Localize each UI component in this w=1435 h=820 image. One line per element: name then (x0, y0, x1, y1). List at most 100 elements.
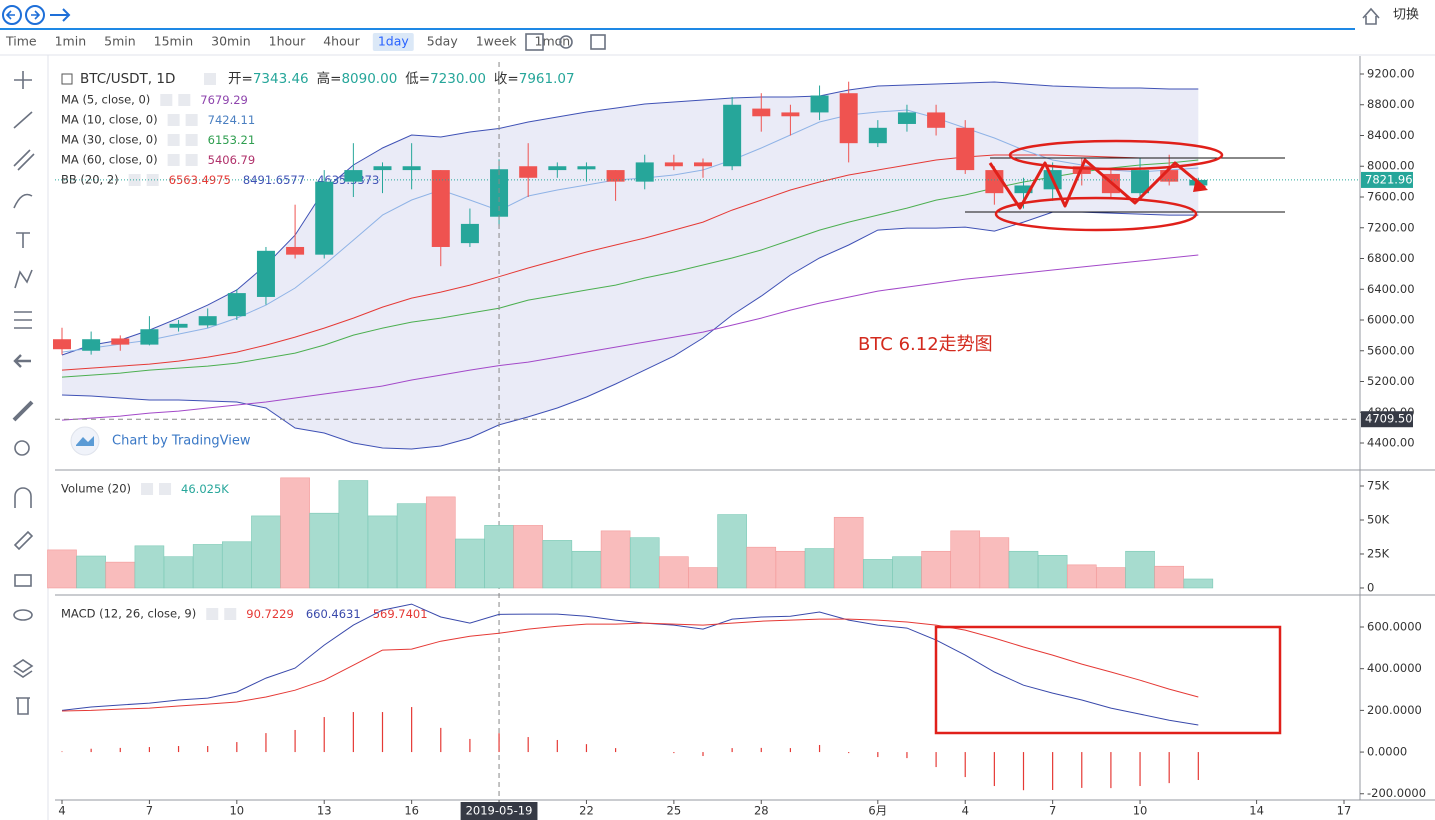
legend-icon (160, 94, 173, 106)
forward-button[interactable] (25, 5, 45, 25)
y-tick-label: 200.0000 (1367, 703, 1422, 717)
layers-tool[interactable] (12, 659, 34, 678)
lock-drawing-tool[interactable] (13, 530, 34, 551)
delete-tool[interactable] (16, 697, 30, 715)
go-arrow[interactable] (50, 8, 71, 22)
pattern-tool[interactable] (14, 269, 33, 289)
forward-arrow (31, 10, 41, 20)
brush-tool[interactable] (13, 193, 33, 209)
back-arrow (5, 10, 15, 20)
interval-button[interactable]: 5min (104, 34, 136, 49)
candle-body (1160, 170, 1179, 182)
legend-icon (167, 114, 180, 126)
x-tick-label: 6月 (868, 804, 887, 818)
legend-icon (185, 154, 198, 166)
indicator-button[interactable] (525, 33, 544, 51)
interval-button[interactable]: 1min (55, 34, 87, 49)
interval-button[interactable]: 1week (476, 34, 518, 49)
legend-values: 46.025K (181, 482, 229, 496)
trendline-tool[interactable] (13, 111, 33, 129)
volume-bar (775, 550, 806, 589)
y-tick-label: 8400.00 (1367, 128, 1415, 142)
candle-body (752, 108, 771, 117)
ruler-tool[interactable] (12, 400, 34, 422)
text-tool[interactable] (16, 232, 30, 248)
interval-button[interactable]: 5day (427, 34, 459, 49)
interval-button[interactable]: Time (5, 34, 37, 49)
x-tick-label: 4 (58, 804, 65, 818)
candle-body (519, 166, 538, 178)
x-tick-label: 16 (404, 804, 419, 818)
readout-name: 开= (228, 71, 253, 87)
band-line (61, 81, 1199, 356)
fib-tool[interactable] (14, 311, 32, 329)
legend-value: 8491.6577 (243, 173, 305, 187)
candle-body (606, 170, 625, 182)
switch-button[interactable]: 切换 (1393, 8, 1419, 23)
legend-name: MA (10, close, 0) (61, 113, 158, 127)
candle-body (781, 112, 800, 117)
interval-button[interactable]: 1day (378, 34, 410, 49)
volume-bar (921, 550, 951, 589)
y-tick-label: 5600.00 (1367, 343, 1415, 357)
volume-bar (76, 555, 106, 589)
macd-line (61, 618, 1199, 712)
crosshair-tool[interactable] (14, 71, 32, 89)
y-tick-label: 6400.00 (1367, 282, 1415, 296)
candle-body (344, 170, 363, 182)
interval-button[interactable]: 30min (211, 34, 250, 49)
interval-button[interactable]: 1hour (269, 34, 306, 49)
lock-tool[interactable] (14, 574, 32, 587)
volume-bar (309, 512, 340, 589)
drawn-rectangle (934, 625, 1282, 735)
drawn-ellipse (994, 196, 1198, 232)
legend-name: BB (20, 2) (61, 173, 119, 187)
volume-bar (746, 546, 777, 589)
last-price-label: 7821.96 (1365, 172, 1413, 186)
screenshot-button[interactable] (590, 34, 606, 50)
volume-bar (659, 556, 689, 589)
x-tick-label: 28 (754, 804, 769, 818)
magnet-tool[interactable] (14, 487, 32, 508)
moving-average (61, 159, 1199, 378)
plot-area: 4400.004800.005200.005600.006000.006400.… (47, 62, 1426, 820)
channel-tool[interactable] (13, 149, 35, 171)
volume-bar (47, 549, 77, 589)
candle-body (431, 170, 450, 247)
volume-bar (396, 503, 427, 589)
home-icon[interactable] (1362, 7, 1380, 25)
volume-bar (600, 530, 631, 589)
interval-bar: Time 1min 5min 15min 30min 1hour 4hour 1day 5day… (5, 33, 570, 51)
back-tool[interactable] (13, 354, 31, 368)
candle-body (402, 166, 421, 171)
visibility-tool[interactable] (13, 609, 33, 621)
candle-body (664, 162, 683, 167)
legend-value: 7424.11 (208, 113, 256, 127)
candle-body (227, 293, 246, 317)
macd-line (61, 603, 1199, 726)
volume-bar (513, 525, 543, 589)
volume-bar (892, 556, 922, 589)
candle-body (839, 93, 858, 144)
legend-icon (185, 134, 198, 146)
volume-bar (1154, 565, 1184, 589)
candle-body (548, 166, 567, 171)
legend-value: 660.4631 (306, 607, 361, 621)
back-button[interactable] (2, 5, 22, 25)
ohlc-readout: 开=7343.46 高=8090.00 低=7230.00 收=7961.07 (228, 70, 575, 87)
y-tick-label: 8000.00 (1367, 159, 1415, 173)
legend-icon (167, 134, 180, 146)
y-tick-label: 75K (1367, 479, 1390, 493)
y-tick-label: 8800.00 (1367, 97, 1415, 111)
settings-button[interactable] (559, 35, 573, 49)
legend-value: 569.7401 (373, 607, 428, 621)
x-tick-label: 4 (962, 804, 969, 818)
tv-logo-mark (76, 436, 94, 446)
interval-button[interactable]: 4hour (323, 34, 360, 49)
interval-button[interactable]: 15min (154, 34, 193, 49)
zoom-tool[interactable] (14, 440, 30, 456)
legend-value: 6153.21 (208, 133, 256, 147)
volume-bar (571, 550, 602, 589)
volume-bar (1096, 567, 1126, 589)
watermark[interactable]: Chart by TradingView (112, 434, 251, 449)
